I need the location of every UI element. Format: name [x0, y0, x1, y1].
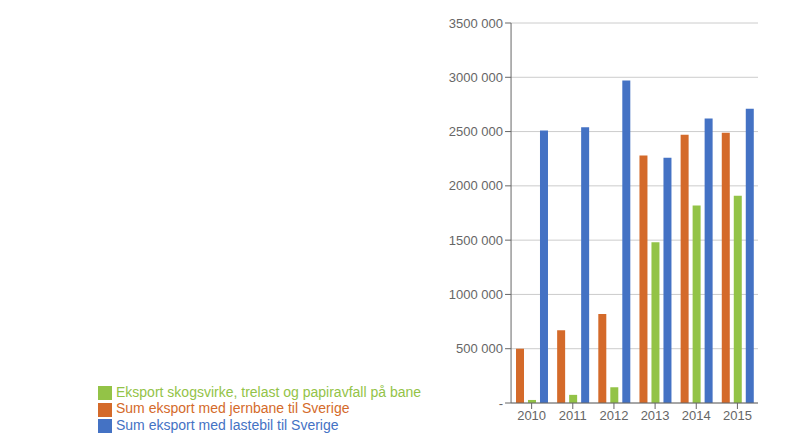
- svg-text:2000 000: 2000 000: [449, 178, 503, 193]
- svg-text:1500 000: 1500 000: [449, 233, 503, 248]
- svg-text:2010: 2010: [517, 408, 546, 423]
- svg-text:3500 000: 3500 000: [449, 16, 503, 31]
- svg-text:2011: 2011: [559, 408, 587, 423]
- svg-text:-: -: [499, 396, 503, 411]
- html-text:Sum eksport med lastebil til S: Sum eksport med lastebil til Sverige: [116, 416, 339, 433]
- svg-text:2013: 2013: [641, 408, 670, 423]
- svg-text:2014: 2014: [682, 408, 711, 423]
- svg-text:500 000: 500 000: [456, 341, 503, 356]
- svg-text:1000 000: 1000 000: [449, 287, 503, 302]
- html-text:Sum eksport med jernbane til S: Sum eksport med jernbane til Sverige: [116, 400, 350, 417]
- html-text:Eksport skogsvirke, trelast og: Eksport skogsvirke, trelast og papiravfa…: [116, 384, 421, 401]
- svg-text:2015: 2015: [723, 408, 752, 423]
- svg-text:2500 000: 2500 000: [449, 124, 503, 139]
- svg-text:3000 000: 3000 000: [449, 70, 503, 85]
- svg-text:2012: 2012: [599, 408, 628, 423]
